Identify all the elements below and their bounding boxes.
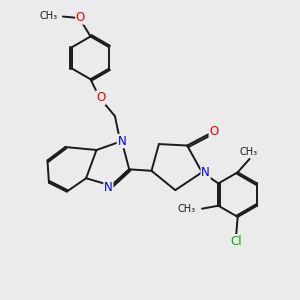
Text: O: O	[76, 11, 85, 24]
Text: CH₃: CH₃	[177, 204, 196, 214]
Text: N: N	[104, 181, 113, 194]
Text: O: O	[209, 125, 218, 138]
Text: Cl: Cl	[230, 235, 242, 248]
Text: CH₃: CH₃	[39, 11, 58, 21]
Text: CH₃: CH₃	[239, 147, 257, 158]
Text: O: O	[96, 91, 105, 104]
Text: N: N	[117, 135, 126, 148]
Text: N: N	[201, 167, 210, 179]
